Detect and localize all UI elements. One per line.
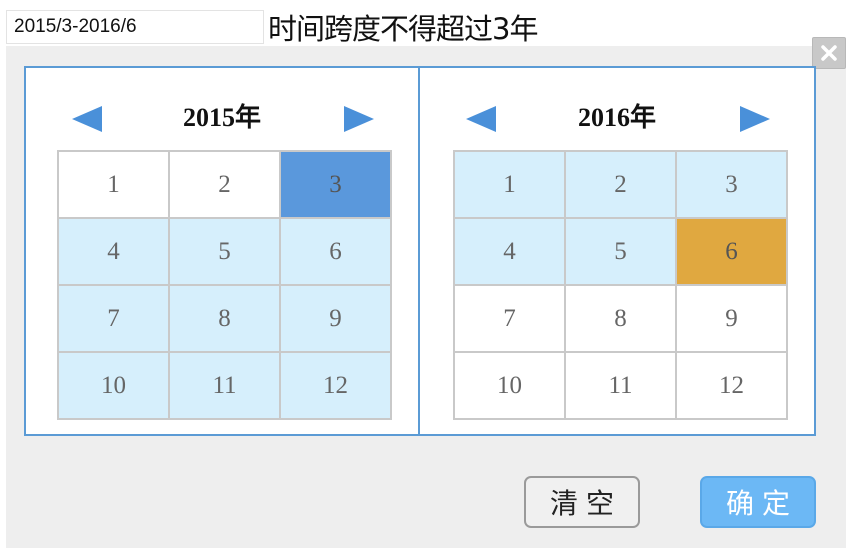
close-button[interactable] (812, 37, 846, 69)
month-cell[interactable]: 7 (453, 284, 566, 353)
month-cell[interactable]: 5 (564, 217, 677, 286)
month-cell[interactable]: 6 (279, 217, 392, 286)
triangle-right-icon (344, 106, 374, 132)
month-cell[interactable]: 10 (57, 351, 170, 420)
month-cell[interactable]: 6 (675, 217, 788, 286)
month-grid: 1 2 3 4 5 6 7 8 9 10 11 12 (57, 150, 392, 420)
prev-year-button[interactable] (464, 104, 498, 134)
triangle-left-icon (466, 106, 496, 132)
date-range-input[interactable] (6, 10, 264, 44)
clear-button[interactable]: 清空 (524, 476, 640, 528)
month-cell[interactable]: 1 (453, 150, 566, 219)
month-cell[interactable]: 11 (564, 351, 677, 420)
month-cell[interactable]: 8 (564, 284, 677, 353)
month-cell[interactable]: 8 (168, 284, 281, 353)
month-grid: 1 2 3 4 5 6 7 8 9 10 11 12 (453, 150, 788, 420)
calendar-panel-end: 2016年 1 2 3 4 5 6 7 8 9 10 11 12 (418, 66, 816, 436)
month-cell[interactable]: 5 (168, 217, 281, 286)
next-year-button[interactable] (738, 104, 772, 134)
month-cell[interactable]: 2 (168, 150, 281, 219)
month-cell[interactable]: 7 (57, 284, 170, 353)
month-cell[interactable]: 1 (57, 150, 170, 219)
month-cell[interactable]: 4 (57, 217, 170, 286)
month-cell[interactable]: 12 (279, 351, 392, 420)
next-year-button[interactable] (342, 104, 376, 134)
month-cell[interactable]: 3 (675, 150, 788, 219)
month-cell[interactable]: 11 (168, 351, 281, 420)
prev-year-button[interactable] (70, 104, 104, 134)
close-icon (821, 45, 837, 61)
month-cell[interactable]: 10 (453, 351, 566, 420)
range-hint-text: 时间跨度不得超过3年 (268, 12, 538, 46)
month-cell[interactable]: 9 (279, 284, 392, 353)
month-cell[interactable]: 4 (453, 217, 566, 286)
month-cell[interactable]: 9 (675, 284, 788, 353)
calendar-panel-start: 2015年 1 2 3 4 5 6 7 8 9 10 11 12 (24, 66, 420, 436)
triangle-right-icon (740, 106, 770, 132)
triangle-left-icon (72, 106, 102, 132)
month-cell[interactable]: 2 (564, 150, 677, 219)
month-cell[interactable]: 12 (675, 351, 788, 420)
month-cell[interactable]: 3 (279, 150, 392, 219)
confirm-button[interactable]: 确定 (700, 476, 816, 528)
